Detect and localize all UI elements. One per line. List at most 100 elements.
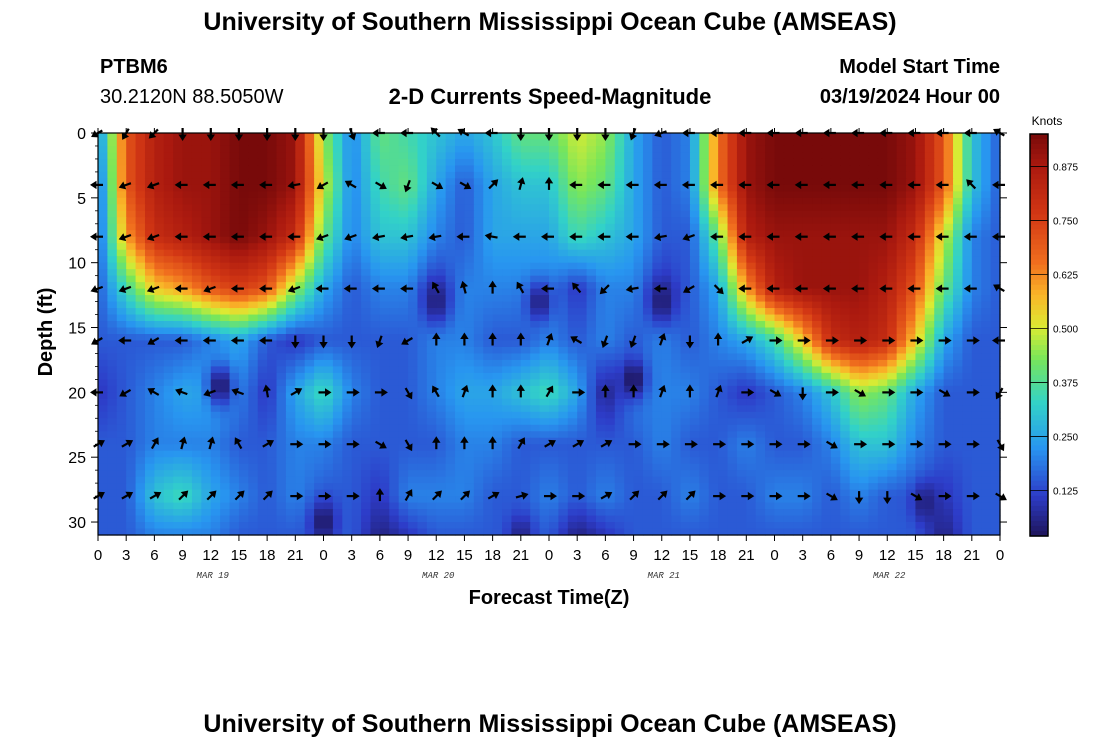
heatmap-cell	[220, 340, 231, 348]
heatmap-cell	[539, 444, 550, 452]
heatmap-cell	[934, 457, 945, 465]
heatmap-cell	[520, 243, 531, 251]
heatmap-cell	[877, 197, 888, 205]
heatmap-cell	[238, 463, 249, 471]
heatmap-cell	[361, 197, 372, 205]
heatmap-cell	[577, 411, 588, 419]
heatmap-cell	[314, 431, 325, 439]
heatmap-cell	[624, 165, 635, 173]
heatmap-cell	[351, 444, 362, 452]
heatmap-cell	[182, 288, 193, 296]
heatmap-cell	[238, 197, 249, 205]
heatmap-cell	[736, 340, 747, 348]
heatmap-cell	[323, 243, 334, 251]
heatmap-cell	[614, 165, 625, 173]
heatmap-cell	[285, 411, 296, 419]
heatmap-cell	[304, 353, 315, 361]
heatmap-cell	[295, 463, 306, 471]
heatmap-cell	[689, 411, 700, 419]
heatmap-cell	[793, 145, 804, 154]
heatmap-cell	[398, 262, 409, 270]
heatmap-cell	[342, 308, 353, 316]
heatmap-cell	[821, 457, 832, 465]
heatmap-cell	[473, 308, 484, 316]
heatmap-cell	[840, 372, 851, 380]
heatmap-cell	[990, 236, 1001, 244]
heatmap-cell	[962, 288, 973, 296]
heatmap-cell	[915, 424, 926, 432]
heatmap-cell	[473, 444, 484, 452]
heatmap-cell	[859, 178, 870, 186]
heatmap-cell	[680, 321, 691, 329]
heatmap-cell	[361, 340, 372, 348]
heatmap-cell	[859, 398, 870, 406]
heatmap-cell	[107, 366, 118, 374]
heatmap-cell	[342, 372, 353, 380]
heatmap-cell	[98, 282, 108, 290]
heatmap-cell	[642, 353, 653, 361]
heatmap-cell	[962, 353, 973, 361]
heatmap-cell	[971, 288, 982, 296]
heatmap-cell	[680, 282, 691, 290]
heatmap-cell	[906, 353, 917, 361]
heatmap-cell	[135, 133, 146, 141]
heatmap-cell	[144, 210, 155, 218]
heatmap-cell	[379, 133, 390, 141]
heatmap-cell	[727, 288, 738, 296]
heatmap-cell	[210, 152, 221, 160]
heatmap-cell	[361, 249, 372, 257]
heatmap-cell	[135, 282, 146, 290]
heatmap-cell	[830, 288, 841, 296]
heatmap-cell	[379, 308, 390, 316]
heatmap-cell	[539, 158, 550, 167]
heatmap-cell	[379, 223, 390, 231]
heatmap-cell	[595, 327, 606, 335]
heatmap-cell	[962, 398, 973, 406]
heatmap-cell	[943, 210, 954, 218]
heatmap-cell	[567, 366, 578, 374]
heatmap-cell	[520, 321, 531, 329]
heatmap-cell	[351, 418, 362, 426]
heatmap-cell	[680, 301, 691, 309]
heatmap-cell	[727, 314, 738, 322]
heatmap-cell	[971, 450, 982, 458]
heatmap-cell	[229, 262, 240, 270]
heatmap-cell	[906, 262, 917, 270]
heatmap-cell	[953, 366, 964, 374]
heatmap-cell	[840, 152, 851, 160]
heatmap-cell	[220, 256, 231, 264]
heatmap-cell	[689, 243, 700, 251]
heatmap-cell	[812, 295, 823, 303]
heatmap-cell	[191, 217, 202, 225]
heatmap-cell	[689, 230, 700, 238]
heatmap-cell	[783, 145, 794, 154]
heatmap-cell	[812, 321, 823, 329]
heatmap-cell	[849, 301, 860, 309]
heatmap-cell	[614, 321, 625, 329]
heatmap-cell	[295, 243, 306, 251]
heatmap-cell	[943, 398, 954, 406]
heatmap-cell	[398, 308, 409, 316]
heatmap-cell	[783, 275, 794, 283]
heatmap-cell	[295, 171, 306, 179]
heatmap-cell	[577, 145, 588, 154]
heatmap-cell	[699, 301, 710, 309]
heatmap-cell	[821, 346, 832, 355]
heatmap-cell	[793, 463, 804, 471]
heatmap-cell	[445, 411, 456, 419]
heatmap-cell	[971, 321, 982, 329]
heatmap-cell	[971, 249, 982, 257]
heatmap-cell	[464, 133, 475, 141]
heatmap-cell	[285, 282, 296, 290]
heatmap-cell	[483, 463, 494, 471]
heatmap-cell	[783, 236, 794, 244]
heatmap-cell	[276, 230, 287, 238]
heatmap-cell	[116, 418, 127, 426]
heatmap-cell	[652, 249, 663, 257]
heatmap-cell	[877, 243, 888, 251]
heatmap-cell	[624, 204, 635, 212]
heatmap-cell	[492, 327, 503, 335]
heatmap-cell	[163, 327, 174, 335]
heatmap-cell	[314, 269, 325, 277]
heatmap-cell	[915, 243, 926, 251]
